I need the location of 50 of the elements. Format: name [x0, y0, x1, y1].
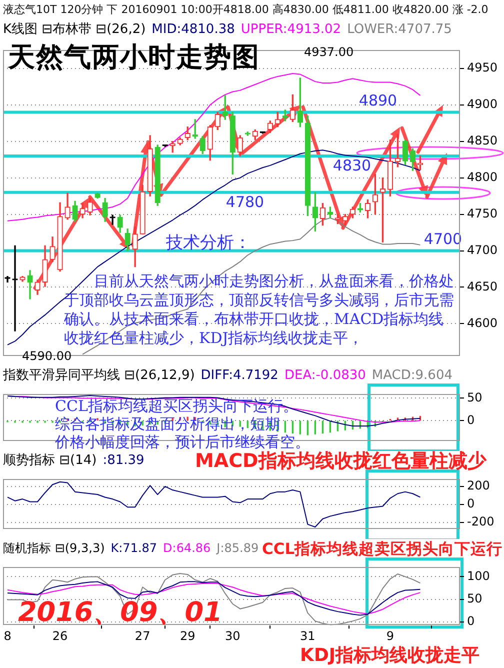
- x-tick-label: 9: [386, 628, 394, 643]
- x-tick-label: 31: [300, 628, 316, 643]
- legend-title: 随机指标 ⊟(9,3,3): [3, 541, 105, 555]
- x-tick-label: 26: [52, 628, 68, 643]
- series-label: DIFF:4.7192: [200, 368, 278, 383]
- annotation: 技术分析：: [166, 233, 251, 253]
- legend-title: 顺势指标 ⊟(14): [3, 453, 97, 468]
- text: D:64.86: [163, 541, 211, 555]
- y-tick-label: 200: [467, 478, 490, 493]
- series-label: DEA:-0.0830: [284, 368, 366, 383]
- x-tick-label: 30: [224, 628, 240, 643]
- text: MACD指标均线收拢红色量柱减少: [195, 450, 486, 472]
- text: MACD:9.604: [372, 368, 452, 383]
- annotation: 2016、09、01: [18, 597, 222, 628]
- y-tick-label: 4750: [467, 206, 498, 220]
- y-tick-label: 50: [467, 591, 482, 606]
- ref-line-label: 4780: [226, 192, 264, 211]
- y-tick-label: 4650: [467, 279, 498, 294]
- chart-subtitle: 液态气10T 120分钟 下 20160901 10:00开4818.00 高4830.00 低4811.00 收4820.00 涨 -2.0: [3, 3, 488, 17]
- legend-title: K线图 ⊟布林带 ⊟(26,2): [3, 22, 146, 37]
- y-tick-label: 4850: [467, 133, 498, 148]
- y-tick-label: 4600: [467, 316, 498, 330]
- text: KDJ指标均线收拢走平: [300, 645, 480, 666]
- y-tick-label: 0: [467, 614, 475, 628]
- y-tick-label: 50: [467, 390, 482, 404]
- y-tick-label: 0: [467, 412, 475, 427]
- y-tick-label: 4950: [467, 60, 498, 75]
- y-tick-label: 4800: [467, 170, 498, 184]
- y-tick-label: 4700: [467, 242, 498, 257]
- x-tick-label: 29: [180, 628, 196, 643]
- text: CCL指标均线超卖区拐头向下运行: [262, 540, 503, 558]
- x-tick-label: 8: [4, 628, 12, 643]
- y-tick-label: 4900: [467, 97, 498, 112]
- series-label: :81.39: [102, 453, 144, 468]
- chart-title: 天然气两小时走势图: [8, 42, 260, 74]
- y-tick-label: -200: [467, 514, 494, 529]
- ref-line-label: 4890: [358, 92, 398, 110]
- ref-line-label: 4830: [332, 156, 372, 174]
- legend-title: 指数平滑异同平均线 ⊟(26,12,9): [3, 368, 195, 383]
- text: MID:4810.38: [152, 22, 235, 37]
- text: LOWER:4707.75: [347, 22, 452, 37]
- x-tick-label: 27: [134, 628, 150, 643]
- y-tick-label: 100: [467, 568, 490, 583]
- annotation: 4590.00: [22, 349, 72, 363]
- y-tick-label: 0: [467, 496, 475, 511]
- annotation: 4937.00: [304, 45, 354, 59]
- annotation: 价格小幅度回落，预计后市继续看空。: [55, 433, 310, 451]
- text: J:85.89: [216, 541, 259, 555]
- text: K:71.87: [110, 541, 158, 555]
- text: UPPER:4913.02: [240, 22, 342, 37]
